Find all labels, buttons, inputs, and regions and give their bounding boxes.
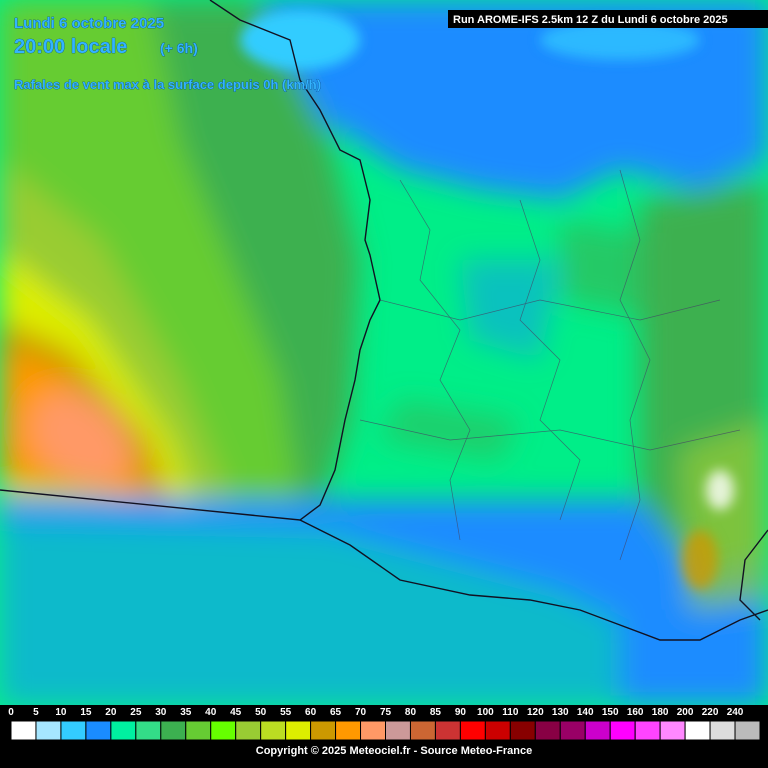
legend-label: 90 bbox=[455, 707, 467, 718]
legend-label: 15 bbox=[80, 707, 92, 718]
legend-swatch bbox=[360, 720, 386, 741]
legend-label: 100 bbox=[477, 707, 494, 718]
legend-swatch bbox=[110, 720, 137, 741]
legend-swatch bbox=[260, 720, 287, 741]
legend-label: 0 bbox=[8, 707, 14, 718]
legend-swatch bbox=[235, 720, 262, 741]
legend-label: 20 bbox=[105, 707, 117, 718]
run: Run AROME-IFS 2.5km 12 Z du Lundi 6 octo… bbox=[453, 14, 728, 26]
offset: (+ 6h) bbox=[160, 40, 198, 56]
parameter: Rafales de vent max à la surface depuis … bbox=[14, 77, 321, 92]
legend-swatch bbox=[634, 720, 661, 741]
legend-label: 25 bbox=[130, 707, 142, 718]
legend-label: 85 bbox=[430, 707, 442, 718]
legend-swatch bbox=[709, 720, 736, 741]
legend-swatch bbox=[185, 720, 212, 741]
legend-swatch bbox=[434, 720, 461, 741]
wind-field bbox=[0, 0, 768, 705]
coastlines bbox=[0, 0, 768, 641]
legend-label: 35 bbox=[180, 707, 192, 718]
legend-swatch bbox=[509, 720, 536, 741]
legend-label: 55 bbox=[280, 707, 292, 718]
legend-label: 160 bbox=[627, 707, 644, 718]
legend-swatch bbox=[734, 720, 761, 741]
legend-label: 130 bbox=[552, 707, 569, 718]
legend-swatch bbox=[684, 720, 711, 741]
legend-label: 150 bbox=[602, 707, 619, 718]
legend-label: 5 bbox=[33, 707, 39, 718]
legend-label: 30 bbox=[155, 707, 167, 718]
legend-swatch bbox=[310, 720, 337, 741]
legend-swatch bbox=[335, 720, 362, 741]
legend-label: 70 bbox=[355, 707, 367, 718]
legend-label: 60 bbox=[305, 707, 317, 718]
legend-swatch bbox=[210, 720, 237, 741]
legend-swatch bbox=[85, 720, 112, 741]
legend-swatch bbox=[285, 720, 312, 741]
legend-swatch bbox=[459, 720, 486, 741]
time: 20:00 locale bbox=[14, 36, 127, 58]
copyright: Copyright © 2025 Meteociel.fr - Source M… bbox=[256, 745, 532, 757]
legend-swatch bbox=[609, 720, 636, 741]
legend-swatch bbox=[385, 720, 411, 741]
legend-swatch bbox=[60, 720, 87, 741]
legend-label: 45 bbox=[230, 707, 242, 718]
legend-label: 180 bbox=[652, 707, 669, 718]
legend-label: 80 bbox=[405, 707, 417, 718]
legend-label: 110 bbox=[502, 707, 519, 718]
legend-swatch bbox=[659, 720, 686, 741]
legend-swatch bbox=[10, 720, 37, 741]
legend-label: 220 bbox=[702, 707, 719, 718]
legend-label: 50 bbox=[255, 707, 267, 718]
legend-label: 40 bbox=[205, 707, 217, 718]
date: Lundi 6 octobre 2025 bbox=[14, 15, 164, 32]
run-box bbox=[448, 10, 768, 28]
legend-label: 120 bbox=[527, 707, 544, 718]
legend-label: 75 bbox=[380, 707, 392, 718]
legend-swatch bbox=[584, 720, 611, 741]
legend-swatch bbox=[484, 720, 511, 741]
legend-swatch bbox=[160, 720, 187, 741]
legend-swatch bbox=[35, 720, 62, 741]
legend-label: 65 bbox=[330, 707, 342, 718]
legend-swatch bbox=[534, 720, 561, 741]
borders bbox=[359, 169, 741, 561]
legend-swatch bbox=[135, 720, 162, 741]
legend-swatch bbox=[409, 720, 436, 741]
header: Lundi 6 octobre 2025 20:00 locale (+ 6h)… bbox=[14, 10, 768, 92]
legend: 0 5 10 15 20 25 30 35 40 45 50 55 60 65 70 75 80 85 90 100 1… bbox=[7, 706, 761, 741]
legend-label: 140 bbox=[577, 707, 594, 718]
legend-label: 10 bbox=[55, 707, 67, 718]
legend-label: 240 bbox=[727, 707, 744, 718]
legend-swatch bbox=[559, 720, 586, 741]
legend-label: 200 bbox=[677, 707, 694, 718]
